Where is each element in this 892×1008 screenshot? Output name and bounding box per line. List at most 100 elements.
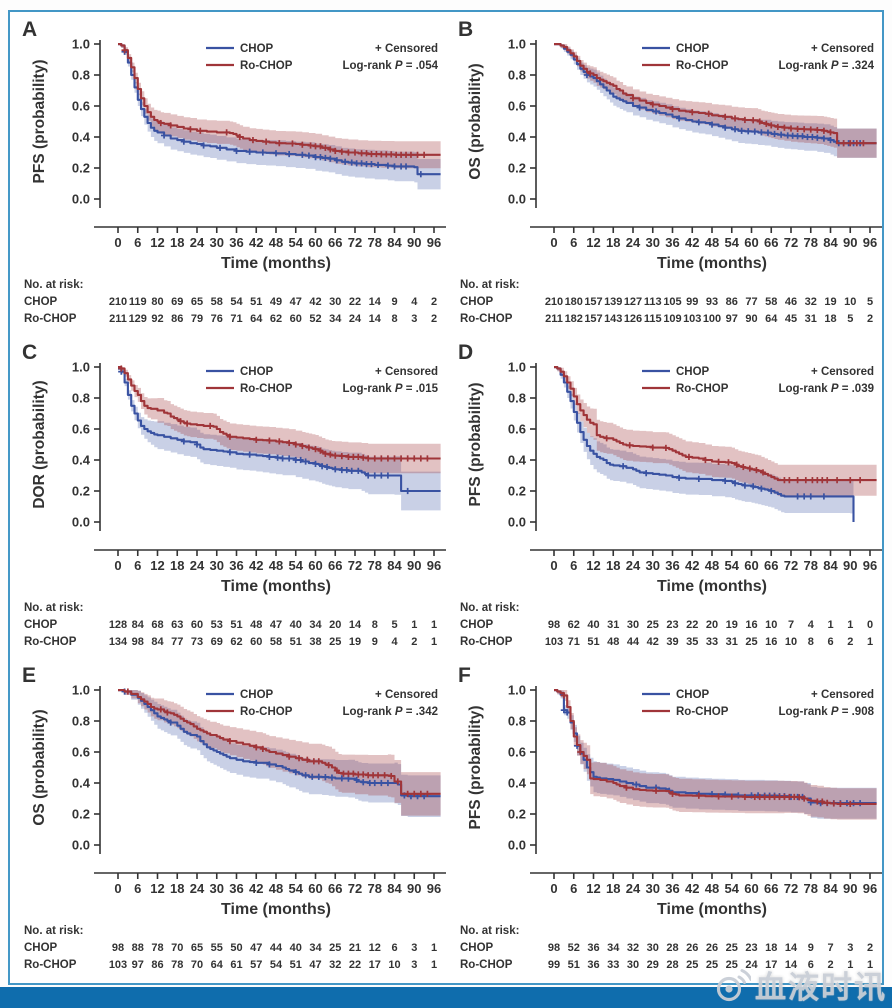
risk-table-A: No. at risk:CHOP 210 119 80 69 65 58 54 51 49 47 42… xyxy=(24,279,437,325)
risk-count: 25 xyxy=(745,636,757,648)
x-tick-label: 18 xyxy=(606,558,620,573)
risk-row-Ro-CHOP: Ro-CHOP 134 98 84 77 73 69 62 60 58 51 38 25 19 9 4 2 1 xyxy=(24,636,437,648)
risk-count: 40 xyxy=(290,619,302,631)
risk-count: 2 xyxy=(411,636,417,648)
logrank-p-value: Log-rank P = .342 xyxy=(342,706,438,718)
panel-D: D 1.0 0.8 0.6 0.4 0.2 0.0 PFS (probability) 0 6 12… xyxy=(446,335,882,658)
risk-count: 53 xyxy=(211,619,223,631)
legend-label-chop: CHOP xyxy=(240,366,274,378)
risk-count: 30 xyxy=(329,296,341,308)
weibo-logo-icon xyxy=(713,966,751,1004)
risk-count: 32 xyxy=(329,959,341,971)
y-tick-label: 0.0 xyxy=(508,192,526,207)
x-tick-label: 12 xyxy=(150,558,164,573)
risk-count: 51 xyxy=(587,636,599,648)
risk-count: 2 xyxy=(867,313,873,325)
y-tick-label: 0.2 xyxy=(72,807,90,822)
x-tick-label: 18 xyxy=(170,881,184,896)
risk-count: 1 xyxy=(411,619,417,631)
risk-count: 47 xyxy=(250,942,262,954)
risk-count: 58 xyxy=(765,296,777,308)
x-tick-label: 72 xyxy=(784,881,798,896)
y-tick-label: 0.0 xyxy=(72,838,90,853)
risk-count: 84 xyxy=(151,636,164,648)
y-axis-title: OS (probability) xyxy=(467,63,484,179)
risk-count: 25 xyxy=(329,942,341,954)
risk-count: 127 xyxy=(624,296,642,308)
risk-count: 115 xyxy=(644,313,662,325)
risk-count: 73 xyxy=(191,636,203,648)
x-tick-label: 66 xyxy=(764,558,778,573)
risk-count: 1 xyxy=(847,959,853,971)
x-tick-label: 6 xyxy=(134,558,141,573)
x-tick-label: 36 xyxy=(229,235,243,250)
x-tick-label: 6 xyxy=(134,881,141,896)
risk-count: 65 xyxy=(191,296,203,308)
legend-label-rochop: Ro-CHOP xyxy=(240,706,293,718)
legend-label-chop: CHOP xyxy=(676,366,710,378)
panel-C: C 1.0 0.8 0.6 0.4 0.2 0.0 DOR (probability) 0 6 12… xyxy=(10,335,446,658)
risk-count: 38 xyxy=(309,636,321,648)
risk-count: 20 xyxy=(706,619,718,631)
x-tick-label: 96 xyxy=(427,558,441,573)
risk-count: 93 xyxy=(706,296,718,308)
risk-count: 105 xyxy=(663,296,681,308)
risk-count: 52 xyxy=(568,942,580,954)
x-tick-label: 36 xyxy=(665,558,679,573)
x-tick-label: 42 xyxy=(685,235,699,250)
risk-count: 84 xyxy=(132,619,145,631)
risk-row-Ro-CHOP: Ro-CHOP 103 71 51 48 44 42 39 35 33 31 25 16 10 8 6 2 1 xyxy=(460,636,873,648)
risk-count: 20 xyxy=(329,619,341,631)
risk-count: 14 xyxy=(785,959,798,971)
y-tick-label: 0.6 xyxy=(72,422,90,437)
watermark-text: 血液时讯 xyxy=(755,970,887,1005)
censored-note: + Censored xyxy=(811,43,874,55)
logrank-p-value: Log-rank P = .908 xyxy=(778,706,874,718)
panel-letter: A xyxy=(22,18,37,41)
y-axis-title: PFS (probability) xyxy=(467,383,484,507)
x-tick-label: 30 xyxy=(210,881,224,896)
legend-label-rochop: Ro-CHOP xyxy=(240,60,293,72)
risk-count: 99 xyxy=(548,959,560,971)
panel-letter: F xyxy=(458,664,471,687)
risk-count: 86 xyxy=(726,296,738,308)
km-curve-CHOP xyxy=(118,367,441,493)
x-tick-label: 78 xyxy=(804,881,818,896)
risk-count: 88 xyxy=(132,942,144,954)
panel-letter: D xyxy=(458,341,473,364)
risk-count: 5 xyxy=(391,619,397,631)
censored-note: + Censored xyxy=(375,366,438,378)
x-tick-label: 54 xyxy=(725,881,740,896)
x-tick-label: 0 xyxy=(114,235,121,250)
risk-count: 103 xyxy=(545,636,563,648)
y-tick-label: 0.2 xyxy=(72,484,90,499)
y-tick-label: 0.4 xyxy=(72,453,91,468)
x-tick-label: 90 xyxy=(407,235,421,250)
panel-letter: B xyxy=(458,18,473,41)
risk-table-header: No. at risk: xyxy=(460,602,519,614)
y-tick-label: 0.0 xyxy=(508,838,526,853)
risk-count: 71 xyxy=(568,636,580,648)
panels-grid: A 1.0 0.8 0.6 0.4 0.2 0.0 PFS (probability) 0 6 12… xyxy=(10,12,882,983)
risk-count: 16 xyxy=(765,636,777,648)
logrank-p-value: Log-rank P = .054 xyxy=(342,60,438,72)
risk-count: 12 xyxy=(369,942,381,954)
risk-row-Ro-CHOP: Ro-CHOP 211 182 157 143 126 115 109 103 100 97 90 64… xyxy=(460,313,873,325)
x-tick-label: 66 xyxy=(328,881,342,896)
risk-count: 97 xyxy=(132,959,144,971)
risk-count: 113 xyxy=(644,296,662,308)
x-tick-label: 42 xyxy=(249,235,263,250)
x-tick-label: 96 xyxy=(427,881,441,896)
x-tick-label: 84 xyxy=(823,558,838,573)
legend: CHOP Ro-CHOP xyxy=(206,366,293,395)
x-axis-title: Time (months) xyxy=(221,578,331,595)
y-tick-label: 0.6 xyxy=(72,745,90,760)
risk-count: 19 xyxy=(726,619,738,631)
panel-B: B 1.0 0.8 0.6 0.4 0.2 0.0 OS (probability) 0 6 12 1… xyxy=(446,12,882,335)
risk-count: 25 xyxy=(706,959,718,971)
risk-count: 10 xyxy=(844,296,856,308)
risk-count: 32 xyxy=(805,296,817,308)
panel-letter: C xyxy=(22,341,37,364)
watermark: 血液时讯 xyxy=(713,962,887,1007)
x-tick-label: 78 xyxy=(804,558,818,573)
